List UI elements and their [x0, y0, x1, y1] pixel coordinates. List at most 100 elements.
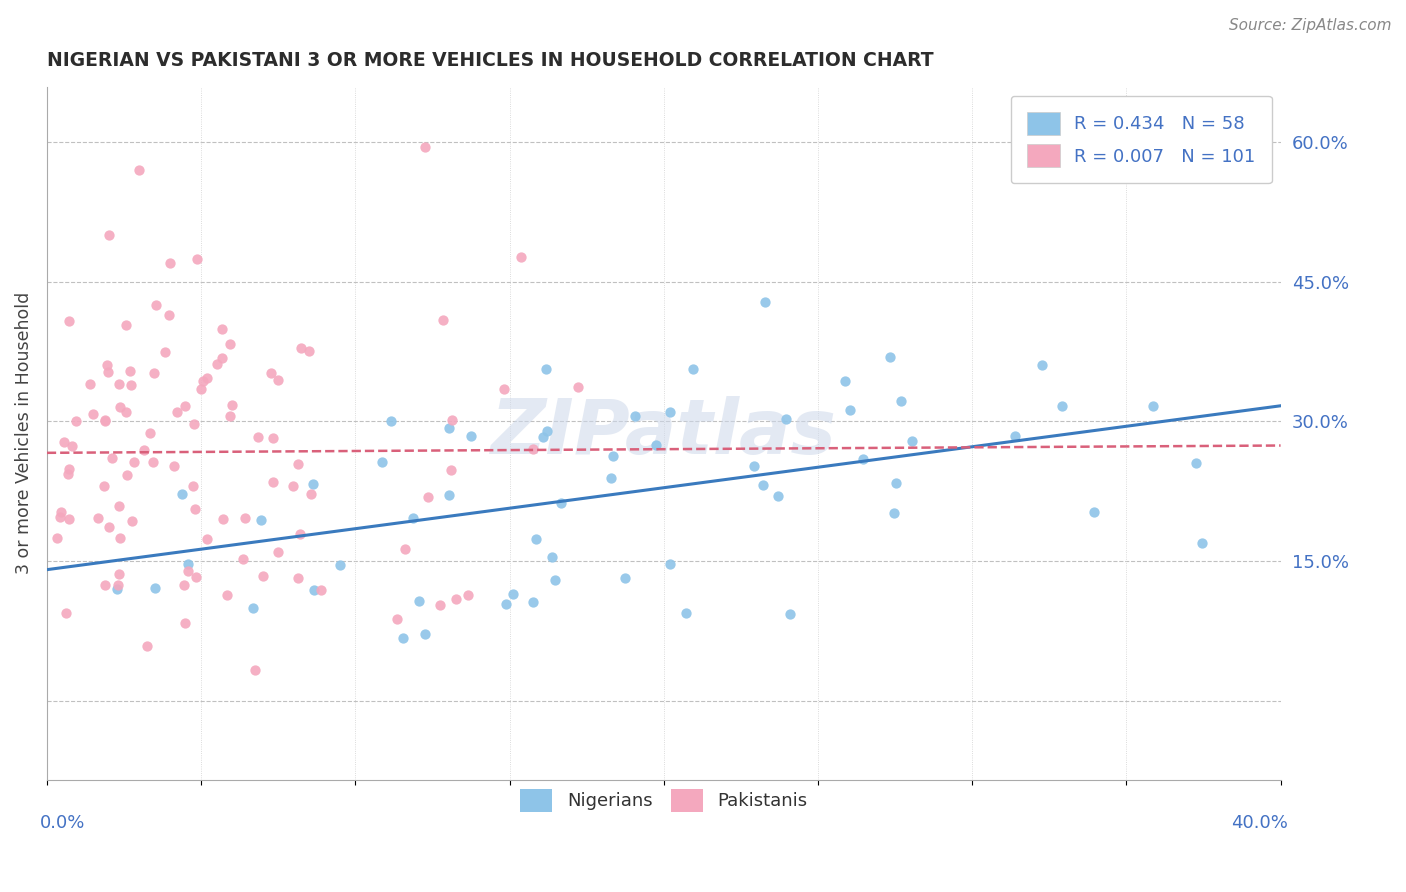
Point [121, 515, 143, 529]
Point [79, 377, 101, 392]
Point [93, 578, 115, 592]
Point [176, 564, 198, 578]
Point [177, 557, 200, 571]
Point [541, 549, 564, 564]
Point [298, 344, 321, 359]
Point [838, 403, 860, 417]
Point [460, 429, 482, 443]
Point [879, 350, 901, 364]
Point [415, 627, 437, 641]
Point [440, 463, 463, 477]
Point [502, 587, 524, 601]
Point [186, 252, 208, 266]
Point [644, 437, 666, 451]
Point [1185, 456, 1208, 470]
Point [329, 558, 352, 572]
Point [304, 582, 326, 597]
Point [437, 488, 460, 502]
Point [1191, 536, 1213, 550]
Point [232, 552, 254, 566]
Point [190, 382, 212, 396]
Point [266, 545, 288, 559]
Point [115, 405, 138, 419]
Point [132, 442, 155, 457]
Point [110, 400, 132, 414]
Point [108, 566, 131, 581]
Point [441, 413, 464, 427]
Point [195, 371, 218, 385]
Point [385, 612, 408, 626]
Point [87, 510, 110, 524]
Point [120, 377, 142, 392]
Text: 40.0%: 40.0% [1230, 814, 1288, 832]
Point [82, 407, 104, 421]
Point [290, 527, 312, 541]
Point [252, 569, 274, 583]
Point [173, 577, 195, 591]
Point [191, 374, 214, 388]
Point [287, 457, 309, 471]
Point [58, 314, 80, 328]
Point [143, 582, 166, 596]
Point [682, 362, 704, 376]
Point [437, 421, 460, 435]
Point [163, 458, 186, 473]
Point [49, 505, 72, 519]
Point [510, 251, 533, 265]
Point [174, 400, 197, 414]
Point [128, 163, 150, 178]
Point [432, 313, 454, 327]
Point [124, 455, 146, 469]
Point [46, 531, 69, 545]
Point [522, 442, 544, 456]
Point [1083, 505, 1105, 519]
Point [211, 351, 233, 365]
Y-axis label: 3 or more Vehicles in Household: 3 or more Vehicles in Household [15, 292, 32, 574]
Point [742, 458, 765, 473]
Text: Source: ZipAtlas.com: Source: ZipAtlas.com [1229, 18, 1392, 33]
Point [217, 588, 239, 602]
Point [531, 430, 554, 444]
Point [142, 455, 165, 469]
Point [754, 294, 776, 309]
Point [536, 425, 558, 439]
Point [418, 490, 440, 504]
Point [429, 598, 451, 612]
Point [219, 336, 242, 351]
Point [101, 450, 124, 465]
Point [283, 478, 305, 492]
Point [550, 496, 572, 510]
Point [752, 477, 775, 491]
Point [218, 409, 240, 424]
Point [624, 409, 647, 424]
Point [135, 640, 157, 654]
Point [408, 593, 430, 607]
Point [287, 571, 309, 585]
Point [290, 341, 312, 355]
Point [309, 583, 332, 598]
Point [249, 513, 271, 527]
Legend: Nigerians, Pakistanis: Nigerians, Pakistanis [513, 781, 815, 819]
Point [107, 578, 129, 592]
Point [1004, 429, 1026, 443]
Point [48, 509, 70, 524]
Point [524, 532, 547, 546]
Point [260, 367, 283, 381]
Point [534, 361, 557, 376]
Point [392, 631, 415, 645]
Text: 0.0%: 0.0% [39, 814, 86, 832]
Point [779, 607, 801, 622]
Point [96, 359, 118, 373]
Point [1031, 358, 1053, 372]
Point [901, 434, 924, 448]
Point [166, 404, 188, 418]
Point [243, 663, 266, 677]
Point [55, 606, 77, 620]
Point [394, 542, 416, 557]
Point [60, 439, 83, 453]
Point [299, 487, 322, 501]
Point [1050, 399, 1073, 413]
Point [380, 413, 402, 427]
Point [494, 382, 516, 396]
Point [105, 582, 128, 596]
